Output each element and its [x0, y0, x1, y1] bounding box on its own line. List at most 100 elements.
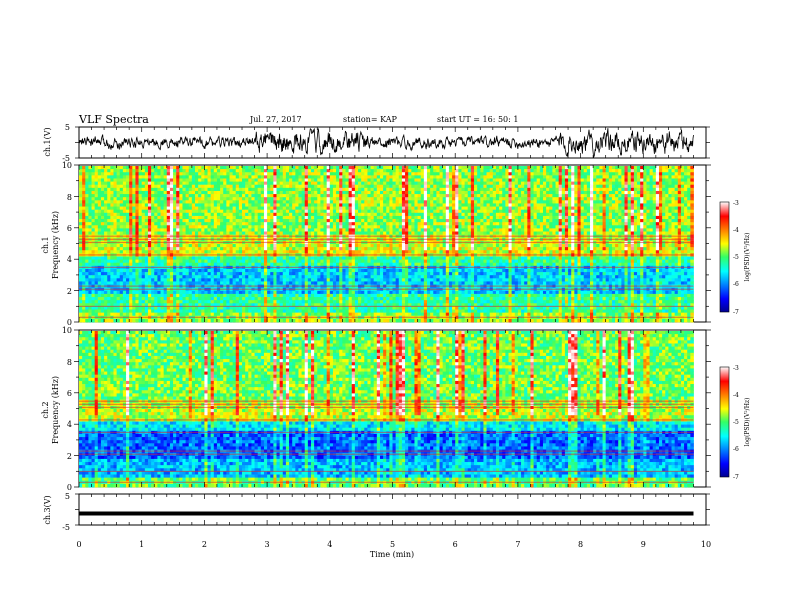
spectrogram-cell — [226, 200, 230, 204]
spectrogram-cell — [82, 219, 86, 223]
spectrogram-cell — [204, 175, 208, 179]
spectrogram-cell — [637, 219, 641, 223]
spectrogram-cell — [310, 169, 315, 173]
spectrogram-cell — [223, 206, 227, 211]
spectrogram-cell — [204, 187, 208, 192]
spectrogram-cell — [486, 228, 491, 232]
spectrogram-cell — [104, 206, 108, 211]
spectrogram-cell — [310, 184, 315, 189]
spectrogram-cell — [643, 172, 647, 176]
spectrogram-cell — [373, 166, 378, 170]
spectrogram-cell — [677, 190, 682, 195]
spectrogram-cell — [608, 166, 613, 170]
spectrogram-cell — [464, 184, 469, 189]
spectrogram-cell — [517, 212, 522, 217]
spectrogram-cell — [94, 228, 99, 232]
spectrogram-cell — [182, 197, 186, 201]
spectrogram-cell — [169, 209, 174, 214]
spectrogram-cell — [389, 178, 393, 182]
spectrogram-cell — [483, 222, 487, 226]
spectrogram-cell — [687, 200, 691, 204]
spectrogram-cell — [336, 178, 340, 182]
spectrogram-cell — [398, 225, 403, 229]
spectrogram-cell — [342, 203, 346, 207]
spectrogram-cell — [310, 225, 315, 229]
spectrogram-cell — [684, 228, 688, 232]
spectrogram-cell — [430, 172, 434, 176]
spectrogram-cell — [195, 200, 199, 204]
spectrogram-cell — [104, 203, 108, 207]
spectrogram-cell — [448, 212, 453, 217]
spectrogram-cell — [392, 231, 397, 236]
spectrogram-cell — [618, 172, 622, 176]
spectrogram-cell — [373, 212, 378, 217]
spectrogram-cell — [273, 212, 277, 217]
spectrogram-cell — [245, 194, 249, 198]
spectrogram-cell — [405, 215, 409, 220]
spectrogram-cell — [367, 197, 371, 201]
spectrogram-cell — [687, 166, 691, 170]
spectrogram-cell — [467, 225, 472, 229]
spectrogram-cell — [564, 166, 569, 170]
spectrogram-cell — [257, 225, 262, 229]
spectrogram-cell — [680, 181, 685, 186]
spectrogram-cell — [571, 187, 575, 192]
spectrogram-cell — [210, 222, 215, 226]
spectrogram-cell — [248, 203, 252, 207]
spectrogram-cell — [132, 225, 136, 229]
spectrogram-cell — [213, 244, 218, 248]
spectrogram-cell — [461, 166, 466, 170]
spectrogram-cell — [615, 172, 619, 176]
spectrogram-cell — [668, 215, 672, 220]
spectrogram-cell — [207, 169, 212, 173]
spectrogram-cell — [273, 181, 277, 186]
spectrogram-cell — [292, 225, 296, 229]
spectrogram-cell — [282, 187, 287, 192]
spectrogram-cell — [483, 172, 487, 176]
spectrogram-cell — [273, 175, 277, 179]
spectrogram-cell — [107, 187, 111, 192]
spectrogram-cell — [590, 197, 594, 201]
spectrogram-cell — [687, 228, 691, 232]
spectrogram-cell — [141, 184, 146, 189]
spectrogram-cell — [204, 215, 208, 220]
spectrogram-cell — [119, 244, 124, 248]
spectrogram-cell — [254, 184, 259, 189]
spectrogram-cell — [245, 222, 249, 226]
spectrogram-cell — [122, 215, 127, 220]
spectrogram-cell — [580, 231, 585, 236]
spectrogram-cell — [611, 212, 616, 217]
spectrogram-cell — [389, 200, 393, 204]
spectrogram-cell — [662, 178, 666, 182]
spectrogram-cell — [207, 194, 212, 198]
spectrogram-cell — [379, 194, 384, 198]
spectrogram-cell — [486, 225, 491, 229]
spectrogram-cell — [223, 190, 227, 195]
spectrogram-cell — [364, 219, 368, 223]
spectrogram-cell — [320, 166, 324, 170]
spectrogram-cell — [370, 197, 375, 201]
spectrogram-cell — [307, 231, 312, 236]
spectrogram-cell — [586, 172, 591, 176]
spectrogram-cell — [248, 190, 252, 195]
spectrogram-cell — [426, 222, 431, 226]
spectrogram-cell — [138, 194, 143, 198]
spectrogram-cell — [85, 203, 89, 207]
spectrogram-cell — [141, 187, 146, 192]
spectrogram-cell — [198, 244, 202, 248]
spectrogram-cell — [204, 231, 208, 236]
spectrogram-cell — [624, 206, 629, 211]
spectrogram-cell — [439, 212, 444, 217]
spectrogram-cell — [361, 181, 365, 186]
spectrogram-cell — [135, 175, 139, 179]
spectrogram-cell — [596, 187, 600, 192]
spectrogram-cell — [379, 178, 384, 182]
spectrogram-cell — [135, 225, 139, 229]
spectrogram-cell — [502, 184, 506, 189]
spectrogram-cell — [367, 228, 371, 232]
spectrogram-cell — [414, 178, 418, 182]
spectrogram-cell — [596, 190, 600, 195]
spectrogram-cell — [586, 209, 591, 214]
spectrogram-cell — [514, 194, 519, 198]
spectrogram-cell — [220, 194, 224, 198]
